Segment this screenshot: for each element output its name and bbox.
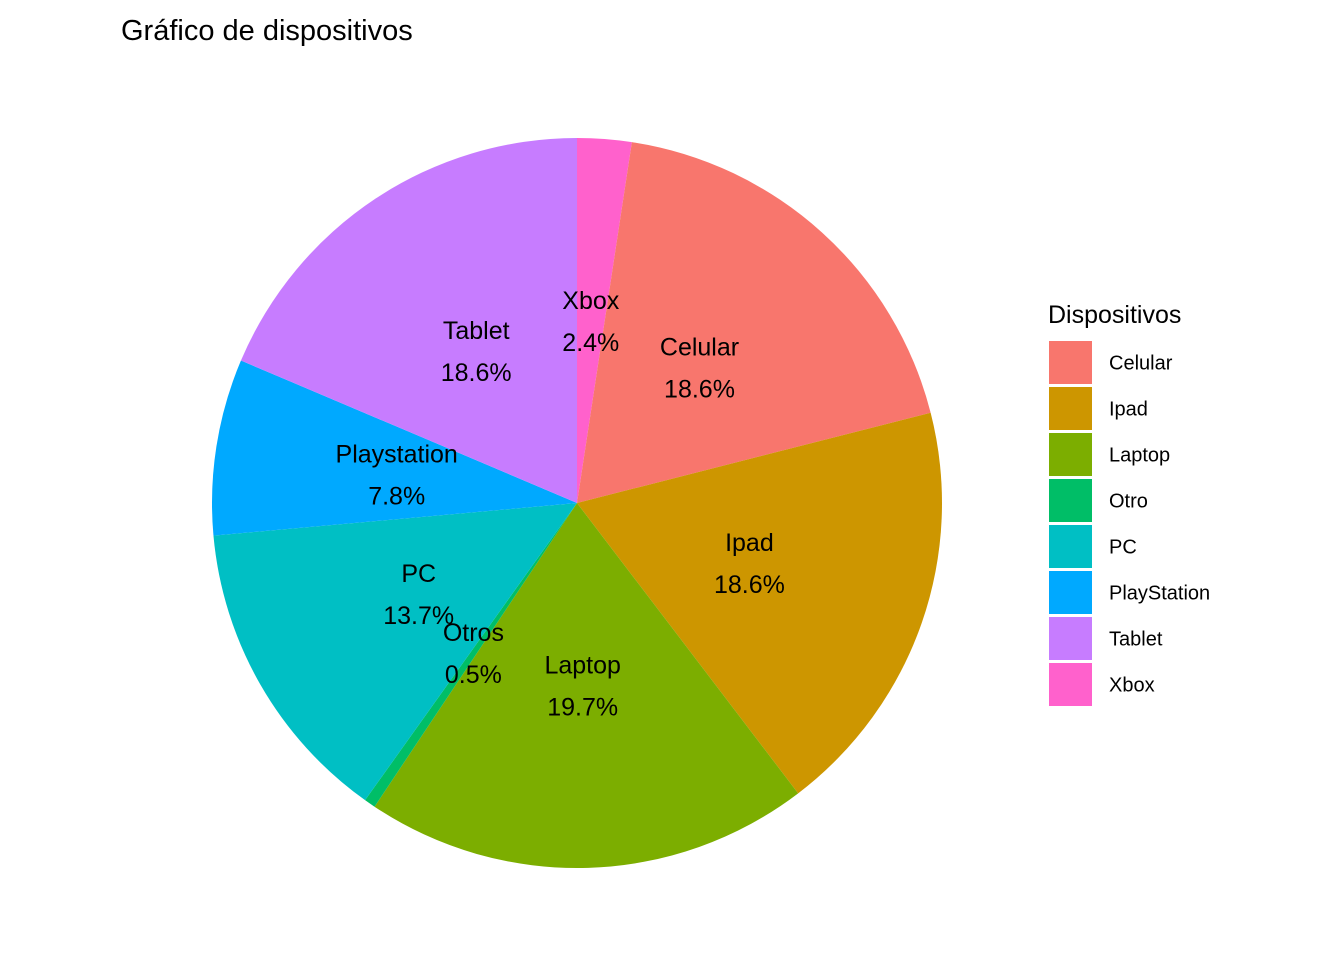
slice-pct-playstation: 7.8% bbox=[368, 483, 425, 511]
legend-label-ipad: Ipad bbox=[1109, 399, 1148, 421]
slice-pct-laptop: 19.7% bbox=[547, 693, 618, 721]
legend-label-laptop: Laptop bbox=[1109, 445, 1170, 467]
pie-slice-pc bbox=[213, 503, 577, 801]
legend-key-playstation bbox=[1049, 571, 1092, 614]
chart-title: Gráfico de dispositivos bbox=[121, 15, 413, 47]
slice-label-laptop: Laptop bbox=[544, 651, 620, 679]
pie-slice-laptop bbox=[374, 503, 799, 869]
legend-label-otro: Otro bbox=[1109, 491, 1148, 513]
slice-pct-pc: 13.7% bbox=[383, 602, 454, 630]
pie-labels: Xbox 2.4% Celular 18.6% Ipad 18.6% Laptop 19.7%… bbox=[336, 287, 785, 721]
slice-pct-ipad: 18.6% bbox=[714, 571, 785, 599]
pie-slice-playstation bbox=[211, 360, 578, 536]
legend: Dispositivos Celular Ipad Laptop Otro PC Play… bbox=[1048, 301, 1210, 706]
slice-pct-otro: 0.5% bbox=[445, 661, 502, 689]
legend-label-celular: Celular bbox=[1109, 353, 1173, 375]
legend-key-pc bbox=[1049, 525, 1092, 568]
pie-slice-tablet bbox=[240, 138, 577, 503]
slice-label-tablet: Tablet bbox=[443, 317, 510, 345]
pie-slices bbox=[211, 138, 942, 869]
pie-slice-celular bbox=[577, 142, 931, 503]
legend-label-tablet: Tablet bbox=[1109, 629, 1163, 651]
pie-slice-otro bbox=[365, 503, 577, 807]
slice-label-playstation: Playstation bbox=[336, 441, 458, 469]
legend-key-otro bbox=[1049, 479, 1092, 522]
legend-title: Dispositivos bbox=[1048, 301, 1181, 329]
slice-pct-celular: 18.6% bbox=[664, 376, 735, 404]
legend-key-xbox bbox=[1049, 663, 1092, 706]
legend-key-celular bbox=[1049, 341, 1092, 384]
slice-pct-xbox: 2.4% bbox=[562, 329, 619, 357]
legend-label-pc: PC bbox=[1109, 537, 1137, 559]
legend-label-playstation: PlayStation bbox=[1109, 583, 1210, 605]
slice-pct-tablet: 18.6% bbox=[441, 359, 512, 387]
slice-label-otro: Otros bbox=[443, 619, 504, 647]
slice-label-ipad: Ipad bbox=[725, 529, 774, 557]
slice-label-pc: PC bbox=[401, 560, 436, 588]
slice-label-xbox: Xbox bbox=[562, 287, 619, 315]
legend-key-ipad bbox=[1049, 387, 1092, 430]
pie-slice-ipad bbox=[577, 412, 942, 794]
legend-key-tablet bbox=[1049, 617, 1092, 660]
legend-key-laptop bbox=[1049, 433, 1092, 476]
legend-label-xbox: Xbox bbox=[1109, 675, 1155, 697]
slice-label-celular: Celular bbox=[660, 334, 739, 362]
pie-slice-xbox bbox=[577, 138, 632, 503]
